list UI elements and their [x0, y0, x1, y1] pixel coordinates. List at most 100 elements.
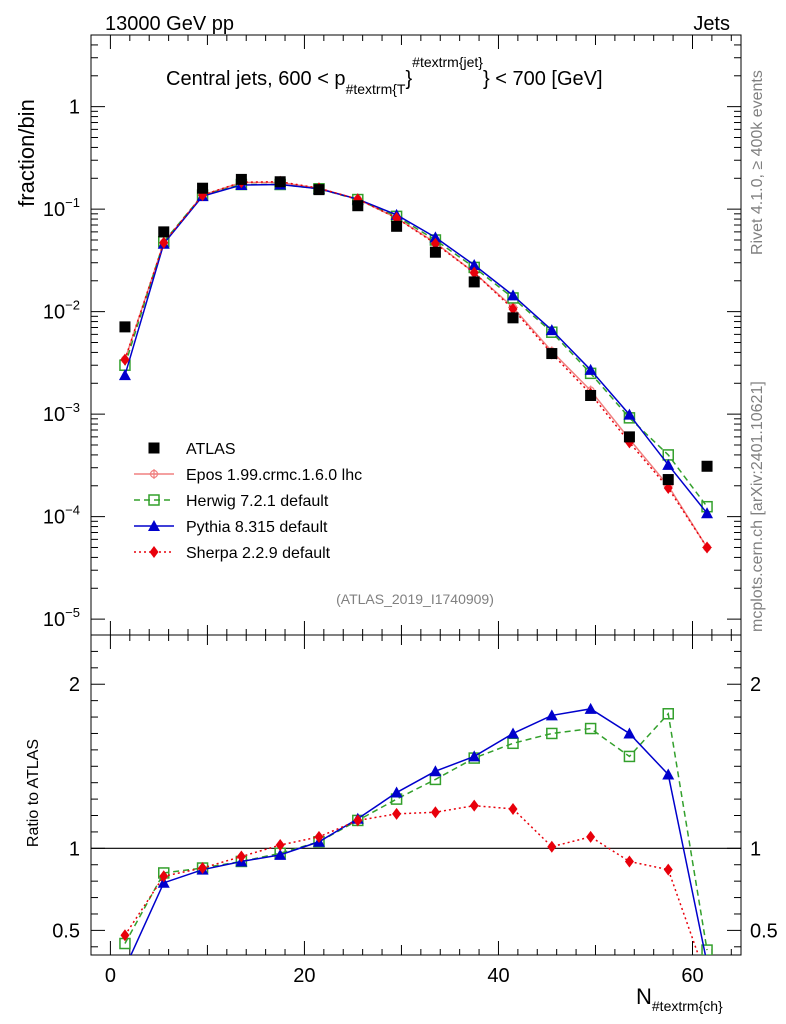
data-point	[663, 482, 673, 495]
ratio-point	[662, 708, 674, 720]
data-point	[662, 458, 675, 470]
legend-entry-herwig-7-2-1-default: Herwig 7.2.1 default	[134, 493, 329, 510]
ratio-point	[545, 709, 558, 721]
bottom-frame	[90, 634, 742, 956]
ratio-point	[430, 806, 440, 819]
series-herwig-7-2-1-default	[119, 178, 713, 513]
xtick-label: 60	[681, 965, 703, 987]
ratio-point	[623, 750, 636, 763]
bottom-ylabel: Ratio to ATLAS	[25, 739, 42, 847]
bottom-ytick-label-left: 2	[69, 674, 80, 696]
ratio-point	[275, 839, 285, 852]
data-point	[468, 276, 480, 288]
top-panel: 1 10−1 10−2 10−3 10−4 10−5	[43, 34, 742, 649]
data-point	[159, 236, 169, 249]
data-point	[120, 353, 130, 366]
ratio-point	[157, 876, 170, 888]
data-point	[158, 226, 170, 238]
data-point	[585, 389, 597, 401]
bottom-ytick-label-left: 1	[69, 838, 80, 860]
ratio-point	[159, 870, 169, 883]
data-point	[313, 184, 325, 196]
ratio-point	[584, 722, 597, 735]
ratio-line	[130, 708, 707, 955]
legend-label: Herwig 7.2.1 default	[186, 493, 329, 510]
top-ytick-label: 10−3	[43, 400, 80, 426]
ratio-point	[701, 944, 713, 955]
data-point	[429, 246, 441, 258]
ratio-panel: 0 20 40 60 0.5 0.5 1 1 2 2	[52, 634, 778, 987]
series-pythia-8-315-default	[118, 178, 714, 519]
top-ytick-label: 10−2	[43, 298, 80, 324]
xtick-label: 20	[293, 965, 315, 987]
data-point	[197, 182, 209, 194]
data-point	[545, 324, 558, 336]
data-point	[701, 460, 713, 472]
bottom-ytick-label-right: 1	[750, 838, 761, 860]
legend-marker	[148, 520, 160, 531]
data-point	[508, 303, 518, 316]
ratio-point	[703, 974, 712, 986]
panel-title: Central jets, 600 < p#textrm{T}#textrm{j…	[166, 54, 603, 97]
series-line	[124, 183, 708, 508]
data-point	[702, 541, 712, 554]
data-point	[507, 312, 519, 324]
category-label: Jets	[693, 13, 730, 35]
data-point	[391, 220, 403, 232]
data-point	[701, 507, 714, 519]
data-point	[352, 200, 364, 212]
ratio-series-sherpa-2-2-9-default	[120, 799, 712, 986]
ratio-point	[274, 848, 287, 860]
legend-marker	[148, 442, 160, 454]
top-ytick-label: 10−1	[43, 195, 80, 221]
collision-label: 13000 GeV pp	[105, 13, 234, 35]
ratio-point	[468, 750, 481, 762]
top-ytick-label: 10−5	[43, 605, 80, 631]
ratio-point	[584, 702, 597, 714]
ratio-point	[119, 962, 131, 973]
mcplots-label: mcplots.cern.ch [arXiv:2401.10621]	[749, 381, 766, 632]
legend-marker	[149, 469, 159, 479]
ratio-point	[236, 850, 246, 863]
ratio-point	[469, 799, 479, 812]
ratio-point	[392, 807, 402, 820]
ratio-series-pythia-8-315-default	[119, 702, 707, 973]
top-ytick-label: 1	[69, 97, 80, 119]
ratio-point	[353, 814, 363, 827]
ratio-point	[314, 830, 324, 843]
bottom-ytick-label-right: 0.5	[750, 920, 778, 942]
data-point	[584, 363, 597, 375]
top-ytick-label: 10−4	[43, 503, 80, 529]
data-point	[468, 259, 481, 271]
data-point	[469, 266, 479, 279]
legend-marker	[149, 546, 159, 558]
legend-label: Epos 1.99.crmc.1.6.0 lhc	[186, 467, 362, 484]
legend-label: ATLAS	[186, 441, 236, 458]
ratio-series-herwig-7-2-1-default	[119, 708, 713, 955]
ratio-point	[508, 802, 518, 815]
series-line	[124, 183, 708, 514]
ratio-point	[586, 830, 596, 843]
legend-entry-epos-1-99-crmc-1-6-0-lhc: Epos 1.99.crmc.1.6.0 lhc	[134, 467, 362, 484]
bottom-ytick-label-left: 0.5	[52, 920, 80, 942]
data-point	[118, 369, 131, 381]
ratio-point	[507, 737, 519, 750]
ratio-point	[390, 786, 403, 798]
legend: ATLAS Epos 1.99.crmc.1.6.0 lhc Herwig 7.2.…	[134, 441, 362, 562]
ratio-point	[546, 727, 558, 740]
ratio-point	[198, 862, 208, 875]
data-point	[274, 176, 286, 188]
ratio-point	[663, 863, 673, 876]
data-point	[623, 431, 635, 443]
legend-entry-pythia-8-315-default: Pythia 8.315 default	[134, 519, 328, 536]
data-point	[430, 237, 440, 250]
bottom-ytick-label-right: 2	[750, 674, 761, 696]
ratio-point	[662, 768, 675, 780]
series-atlas	[119, 173, 713, 486]
ratio-line	[124, 712, 708, 951]
ratio-point	[429, 765, 442, 777]
top-ylabel: fraction/bin	[14, 99, 39, 207]
ratio-point	[624, 855, 634, 868]
data-point	[429, 231, 442, 243]
xaxis-title: N#textrm{ch}	[636, 984, 723, 1014]
